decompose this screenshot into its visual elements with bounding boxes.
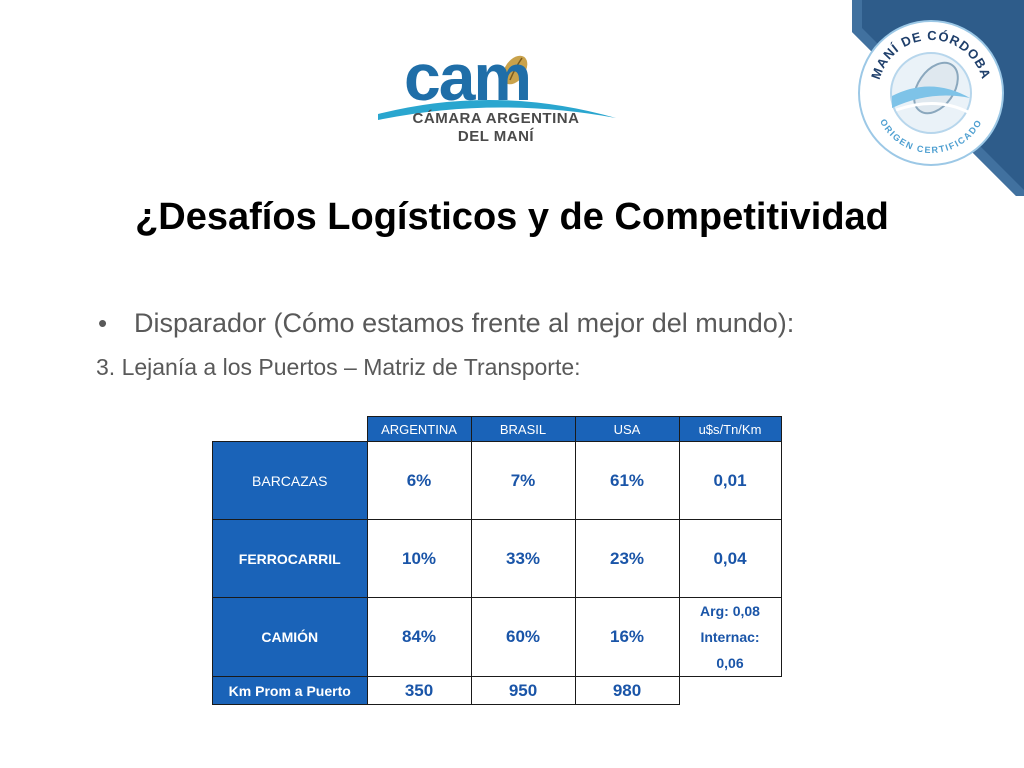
table-cell: 61% [574, 441, 680, 520]
cost-cell: Arg: 0,08 Internac: 0,06 [678, 597, 782, 677]
table-cell: 950 [470, 676, 576, 705]
origin-seal: MANÍ DE CÓRDOBA ORIGEN CERTIFICADO [858, 20, 1004, 166]
table-row: BARCAZAS 6% 7% 61% 0,01 [212, 441, 782, 520]
column-header: ARGENTINA [366, 416, 472, 442]
cam-logo: cam CÁMARA ARGENTINA DEL MANÍ [372, 44, 620, 148]
transport-matrix-table: ARGENTINA BRASIL USA u$s/Tn/Km BARCAZAS … [212, 416, 782, 705]
bullet-text: Disparador (Cómo estamos frente al mejor… [134, 308, 795, 338]
row-header: BARCAZAS [212, 441, 368, 520]
bullet-marker: • [98, 308, 108, 338]
table-cell: 84% [366, 597, 472, 677]
logo-tagline-1: CÁMARA ARGENTINA [412, 110, 580, 127]
cost-line: 0,06 [716, 655, 744, 671]
table-cell: 16% [574, 597, 680, 677]
header-blank-cell [213, 417, 368, 442]
empty-cell [678, 676, 781, 705]
slide-title: ¿Desafíos Logísticos y de Competitividad [135, 196, 889, 238]
column-header: BRASIL [470, 416, 576, 442]
table-cell: 33% [470, 519, 576, 598]
table-cell: 10% [366, 519, 472, 598]
logo-tagline-2: DEL MANÍ [457, 128, 535, 145]
cost-line: Internac: [700, 629, 760, 645]
km-row: Km Prom a Puerto 350 950 980 [212, 676, 781, 705]
cost-line: Arg: 0,08 [700, 603, 760, 619]
column-header: u$s/Tn/Km [678, 416, 782, 442]
row-header: Km Prom a Puerto [212, 676, 368, 705]
table-cell: 7% [470, 441, 576, 520]
table-cell: 6% [366, 441, 472, 520]
table-cell: 60% [470, 597, 576, 677]
table-cell: 350 [366, 676, 472, 705]
row-header: FERROCARRIL [212, 519, 368, 598]
row-header: CAMIÓN [212, 597, 368, 677]
table-cell: 980 [574, 676, 680, 705]
logo-swoosh-icon [378, 55, 616, 120]
logo-wordmark: cam [404, 40, 532, 114]
table-header-row: ARGENTINA BRASIL USA u$s/Tn/Km [213, 416, 782, 442]
table-row: CAMIÓN 84% 60% 16% Arg: 0,08 Internac: 0… [212, 597, 782, 677]
cost-cell: 0,01 [678, 441, 782, 520]
cost-cell: 0,04 [678, 519, 782, 598]
subheading: 3. Lejanía a los Puertos – Matriz de Tra… [96, 354, 581, 380]
column-header: USA [574, 416, 680, 442]
table-row: FERROCARRIL 10% 33% 23% 0,04 [212, 519, 782, 598]
table-cell: 23% [574, 519, 680, 598]
